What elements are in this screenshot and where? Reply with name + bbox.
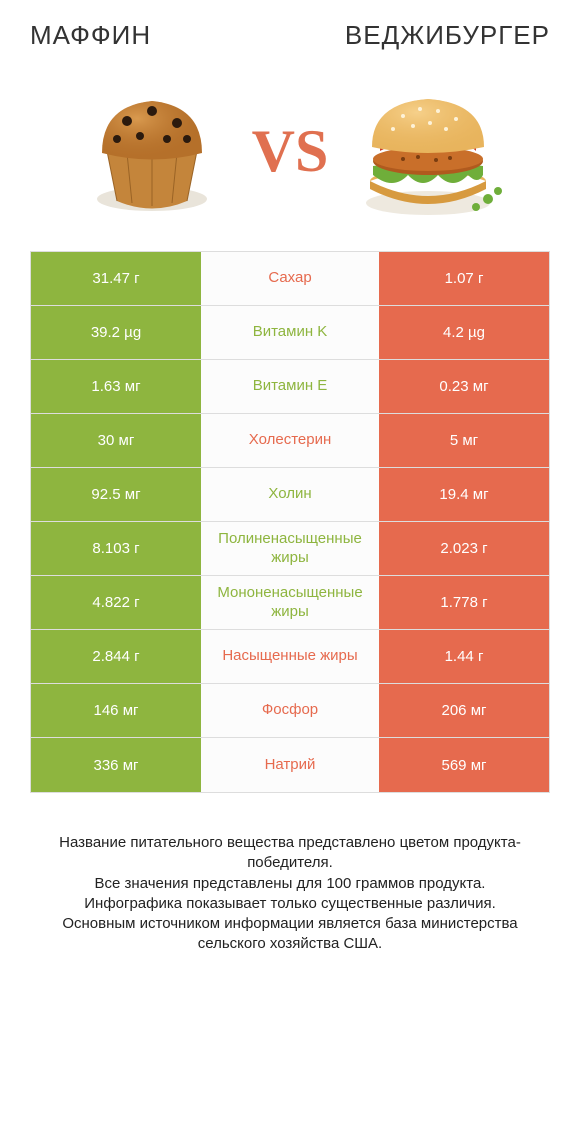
left-value: 92.5 мг [31, 468, 201, 521]
table-row: 2.844 гНасыщенные жиры1.44 г [31, 630, 549, 684]
nutrient-label: Натрий [201, 738, 379, 792]
table-row: 8.103 гПолиненасыщенные жиры2.023 г [31, 522, 549, 576]
right-value: 0.23 мг [379, 360, 549, 413]
nutrient-label: Насыщенные жиры [201, 630, 379, 683]
footnote-line: Все значения представлены для 100 граммо… [30, 874, 550, 894]
right-value: 19.4 мг [379, 468, 549, 521]
left-value: 1.63 мг [31, 360, 201, 413]
nutrient-label: Витамин E [201, 360, 379, 413]
left-value: 336 мг [31, 738, 201, 792]
muffin-icon [72, 81, 232, 221]
footnote: Название питательного вещества представл… [30, 833, 550, 955]
vs-label: VS [252, 117, 329, 186]
muffin-card [62, 81, 242, 221]
table-row: 31.47 гСахар1.07 г [31, 252, 549, 306]
left-value: 31.47 г [31, 252, 201, 305]
left-value: 146 мг [31, 684, 201, 737]
header: МАФФИН ВЕДЖИБУРГЕР [0, 0, 580, 61]
veggie-burger-icon [348, 81, 508, 221]
right-value: 569 мг [379, 738, 549, 792]
left-value: 2.844 г [31, 630, 201, 683]
nutrient-label: Холестерин [201, 414, 379, 467]
nutrient-label: Мононенасыщенные жиры [201, 576, 379, 629]
right-value: 4.2 µg [379, 306, 549, 359]
right-value: 206 мг [379, 684, 549, 737]
table-row: 30 мгХолестерин5 мг [31, 414, 549, 468]
comparison-table: 31.47 гСахар1.07 г39.2 µgВитамин K4.2 µg… [30, 251, 550, 793]
table-row: 92.5 мгХолин19.4 мг [31, 468, 549, 522]
nutrient-label: Полиненасыщенные жиры [201, 522, 379, 575]
right-food-title: ВЕДЖИБУРГЕР [345, 20, 550, 51]
nutrient-label: Витамин K [201, 306, 379, 359]
nutrient-label: Сахар [201, 252, 379, 305]
nutrient-label: Фосфор [201, 684, 379, 737]
left-value: 8.103 г [31, 522, 201, 575]
table-row: 4.822 гМононенасыщенные жиры1.778 г [31, 576, 549, 630]
table-row: 1.63 мгВитамин E0.23 мг [31, 360, 549, 414]
left-value: 30 мг [31, 414, 201, 467]
table-row: 146 мгФосфор206 мг [31, 684, 549, 738]
right-value: 1.778 г [379, 576, 549, 629]
right-value: 2.023 г [379, 522, 549, 575]
footnote-line: Название питательного вещества представл… [30, 833, 550, 874]
right-value: 5 мг [379, 414, 549, 467]
left-value: 4.822 г [31, 576, 201, 629]
vs-row: VS [0, 81, 580, 221]
burger-card [338, 81, 518, 221]
table-row: 39.2 µgВитамин K4.2 µg [31, 306, 549, 360]
left-value: 39.2 µg [31, 306, 201, 359]
nutrient-label: Холин [201, 468, 379, 521]
table-row: 336 мгНатрий569 мг [31, 738, 549, 792]
right-value: 1.44 г [379, 630, 549, 683]
right-value: 1.07 г [379, 252, 549, 305]
left-food-title: МАФФИН [30, 20, 151, 51]
footnote-line: Основным источником информации является … [30, 914, 550, 955]
footnote-line: Инфографика показывает только существенн… [30, 894, 550, 914]
